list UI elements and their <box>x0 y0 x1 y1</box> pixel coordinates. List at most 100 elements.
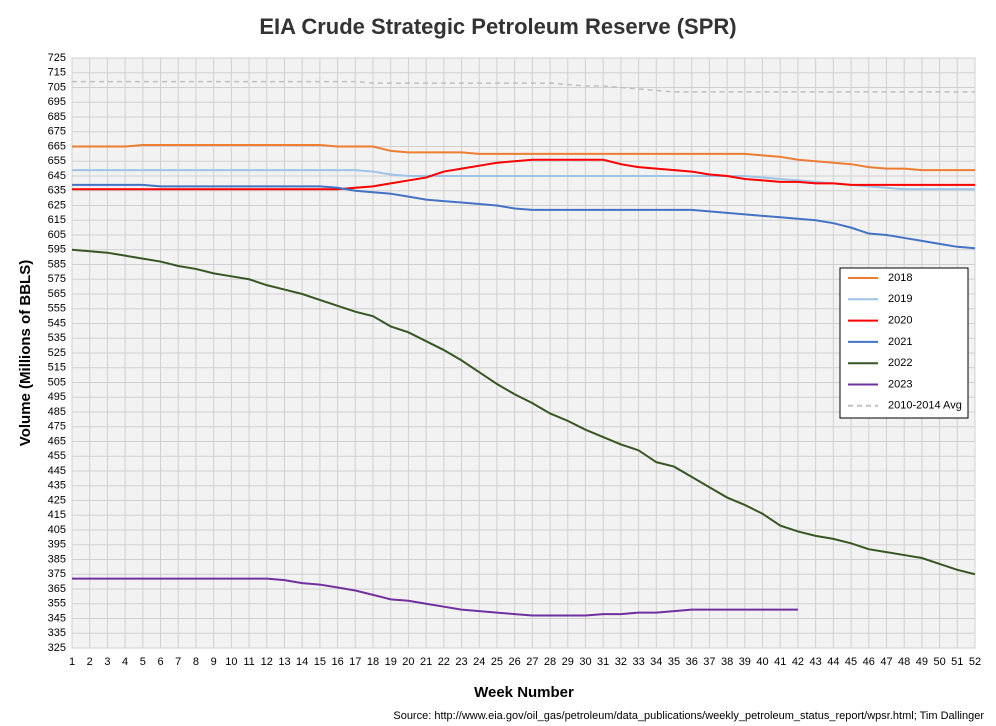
y-tick-label: 595 <box>48 244 66 256</box>
legend-label: 2019 <box>888 293 912 305</box>
x-tick-label: 20 <box>402 656 414 668</box>
x-tick-label: 25 <box>491 656 503 668</box>
y-tick-label: 405 <box>48 524 66 536</box>
x-tick-label: 26 <box>509 656 521 668</box>
x-tick-label: 50 <box>933 656 945 668</box>
y-axis-label: Volume (Millions of BBLS) <box>17 260 34 446</box>
x-tick-label: 36 <box>686 656 698 668</box>
y-tick-label: 325 <box>48 642 66 654</box>
x-tick-label: 15 <box>314 656 326 668</box>
y-tick-label: 585 <box>48 258 66 270</box>
y-tick-label: 565 <box>48 288 66 300</box>
x-tick-label: 5 <box>140 656 146 668</box>
x-tick-label: 6 <box>157 656 163 668</box>
y-tick-label: 425 <box>48 494 66 506</box>
y-tick-label: 415 <box>48 509 66 521</box>
x-tick-label: 16 <box>331 656 343 668</box>
y-tick-label: 635 <box>48 185 66 197</box>
x-tick-label: 8 <box>193 656 199 668</box>
y-tick-label: 535 <box>48 332 66 344</box>
y-tick-label: 375 <box>48 568 66 580</box>
x-tick-label: 10 <box>225 656 237 668</box>
legend-label: 2010-2014 Avg <box>888 400 962 412</box>
legend-label: 2021 <box>888 336 912 348</box>
y-tick-label: 455 <box>48 450 66 462</box>
x-tick-label: 40 <box>756 656 768 668</box>
y-tick-label: 495 <box>48 391 66 403</box>
x-tick-label: 38 <box>721 656 733 668</box>
x-tick-label: 35 <box>668 656 680 668</box>
x-tick-label: 48 <box>898 656 910 668</box>
x-tick-label: 27 <box>526 656 538 668</box>
source-note: Source: http://www.eia.gov/oil_gas/petro… <box>393 710 984 722</box>
x-tick-label: 51 <box>951 656 963 668</box>
y-tick-label: 555 <box>48 303 66 315</box>
y-tick-label: 365 <box>48 583 66 595</box>
x-tick-label: 9 <box>211 656 217 668</box>
series-line <box>72 80 975 93</box>
x-tick-label: 24 <box>473 656 485 668</box>
legend-label: 2018 <box>888 272 912 284</box>
series-line <box>72 158 975 191</box>
y-tick-label: 345 <box>48 612 66 624</box>
x-tick-label: 32 <box>615 656 627 668</box>
x-tick-label: 39 <box>739 656 751 668</box>
series-line <box>72 577 798 617</box>
x-tick-label: 12 <box>261 656 273 668</box>
x-tick-label: 17 <box>349 656 361 668</box>
x-tick-label: 44 <box>827 656 839 668</box>
x-tick-label: 31 <box>597 656 609 668</box>
y-tick-label: 645 <box>48 170 66 182</box>
x-tick-label: 11 <box>243 656 254 668</box>
x-tick-label: 46 <box>863 656 875 668</box>
x-tick-label: 37 <box>703 656 715 668</box>
y-tick-label: 445 <box>48 465 66 477</box>
y-tick-label: 515 <box>48 362 66 374</box>
series-line <box>72 144 975 172</box>
y-tick-label: 625 <box>48 199 66 211</box>
y-tick-label: 605 <box>48 229 66 241</box>
y-tick-label: 525 <box>48 347 66 359</box>
x-tick-label: 43 <box>810 656 822 668</box>
y-tick-label: 695 <box>48 96 66 108</box>
chart-title: EIA Crude Strategic Petroleum Reserve (S… <box>259 14 736 39</box>
x-tick-label: 23 <box>455 656 467 668</box>
y-tick-label: 675 <box>48 126 66 138</box>
y-tick-label: 705 <box>48 81 66 93</box>
x-tick-label: 22 <box>438 656 450 668</box>
x-tick-label: 47 <box>880 656 892 668</box>
x-tick-label: 49 <box>916 656 928 668</box>
x-tick-label: 45 <box>845 656 857 668</box>
x-tick-label: 4 <box>122 656 128 668</box>
y-tick-label: 335 <box>48 627 66 639</box>
y-tick-label: 615 <box>48 214 66 226</box>
y-tick-label: 385 <box>48 553 66 565</box>
legend-label: 2020 <box>888 315 912 327</box>
y-tick-label: 355 <box>48 598 66 610</box>
legend-box <box>839 267 969 419</box>
y-tick-label: 725 <box>48 52 66 64</box>
x-tick-label: 52 <box>969 656 981 668</box>
y-tick-label: 545 <box>48 317 66 329</box>
legend-label: 2022 <box>888 357 912 369</box>
x-tick-label: 18 <box>367 656 379 668</box>
y-tick-label: 575 <box>48 273 66 285</box>
y-tick-label: 475 <box>48 421 66 433</box>
y-tick-label: 435 <box>48 480 66 492</box>
y-tick-label: 465 <box>48 435 66 447</box>
legend-label: 2023 <box>888 378 912 390</box>
series-line <box>71 248 976 576</box>
y-tick-label: 715 <box>48 67 66 79</box>
series-line <box>72 183 976 250</box>
x-tick-label: 13 <box>278 656 290 668</box>
x-tick-label: 3 <box>104 656 110 668</box>
x-tick-label: 34 <box>650 656 662 668</box>
y-tick-label: 485 <box>48 406 66 418</box>
y-tick-label: 685 <box>48 111 66 123</box>
x-tick-label: 21 <box>420 656 432 668</box>
x-tick-label: 1 <box>69 656 75 668</box>
x-axis-label: Week Number <box>474 684 574 701</box>
x-tick-label: 2 <box>87 656 93 668</box>
x-tick-label: 7 <box>175 656 181 668</box>
x-tick-label: 33 <box>632 656 644 668</box>
